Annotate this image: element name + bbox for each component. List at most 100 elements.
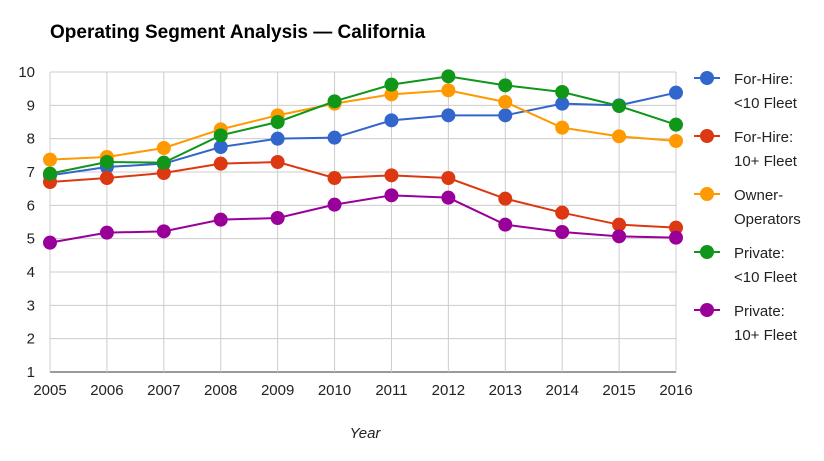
data-point[interactable] xyxy=(270,155,285,169)
data-point[interactable] xyxy=(384,168,399,183)
series-line xyxy=(49,75,677,175)
legend-label: For-Hire: xyxy=(734,129,793,146)
legend-marker xyxy=(700,129,714,143)
data-point[interactable] xyxy=(669,134,683,148)
data-point[interactable] xyxy=(213,156,228,171)
data-point[interactable] xyxy=(43,166,57,181)
x-tick-label: 2007 xyxy=(147,382,180,399)
data-point[interactable] xyxy=(213,212,228,227)
data-point[interactable] xyxy=(498,78,513,93)
y-tick-label: 4 xyxy=(27,264,35,281)
data-point[interactable] xyxy=(327,94,342,109)
legend-marker xyxy=(700,303,714,317)
data-point[interactable] xyxy=(384,77,399,92)
legend-item-2[interactable]: Owner- Operators xyxy=(694,187,801,228)
data-point[interactable] xyxy=(384,188,399,203)
x-tick-label: 2008 xyxy=(204,382,237,399)
data-point[interactable] xyxy=(498,217,513,232)
grid-layer xyxy=(49,71,677,373)
legend-label: For-Hire: xyxy=(734,71,793,88)
legend-item-0[interactable]: For-Hire: <10 Fleet xyxy=(694,71,798,112)
legend-label: Private: xyxy=(734,303,785,320)
data-point[interactable] xyxy=(555,96,570,111)
data-point[interactable] xyxy=(213,128,228,143)
x-axis-label: Year xyxy=(350,425,382,442)
x-tick-label: 2012 xyxy=(432,382,465,399)
x-tick-label: 2006 xyxy=(90,382,123,399)
series-line xyxy=(49,89,677,161)
legend-item-4[interactable]: Private: 10+ Fleet xyxy=(694,303,798,344)
series-3 xyxy=(43,69,683,181)
data-point[interactable] xyxy=(441,171,456,185)
data-point[interactable] xyxy=(555,120,570,135)
y-tick-label: 3 xyxy=(27,297,35,314)
legend-label: Owner- xyxy=(734,187,783,204)
x-tick-label: 2005 xyxy=(33,382,66,399)
legend-label: 10+ Fleet xyxy=(734,327,798,344)
data-point[interactable] xyxy=(441,108,456,123)
x-tick-label: 2015 xyxy=(602,382,635,399)
legend-marker xyxy=(700,71,714,85)
legend-item-3[interactable]: Private: <10 Fleet xyxy=(694,245,798,286)
y-tick-label: 6 xyxy=(27,197,35,214)
data-point[interactable] xyxy=(441,190,456,205)
data-point[interactable] xyxy=(612,217,627,232)
series-line xyxy=(49,194,677,244)
data-point[interactable] xyxy=(669,85,683,100)
x-tick-label: 2014 xyxy=(545,382,578,399)
data-point[interactable] xyxy=(612,99,627,113)
data-point[interactable] xyxy=(555,225,570,239)
data-point[interactable] xyxy=(327,197,342,212)
series-1 xyxy=(43,155,683,235)
series-4 xyxy=(43,188,683,250)
data-point[interactable] xyxy=(384,87,399,102)
data-point[interactable] xyxy=(156,224,171,239)
y-tick-label: 5 xyxy=(27,231,35,248)
legend-label: <10 Fleet xyxy=(734,95,798,112)
data-point[interactable] xyxy=(270,211,285,225)
data-point[interactable] xyxy=(669,220,683,235)
data-point[interactable] xyxy=(498,191,513,206)
data-point[interactable] xyxy=(99,225,114,240)
chart-title: Operating Segment Analysis — California xyxy=(50,22,426,43)
data-point[interactable] xyxy=(441,83,456,98)
data-point[interactable] xyxy=(156,166,171,180)
data-point[interactable] xyxy=(43,152,57,167)
data-point[interactable] xyxy=(555,205,570,220)
data-point[interactable] xyxy=(612,129,627,144)
x-tick-label: 2016 xyxy=(659,382,692,399)
data-point[interactable] xyxy=(43,235,57,250)
data-point[interactable] xyxy=(384,113,399,128)
data-point[interactable] xyxy=(612,229,627,244)
x-axis-ticks: 2005 2006 2007 2008 2009 2010 2011 2012 2013 2014… xyxy=(33,382,692,399)
data-point[interactable] xyxy=(669,230,683,245)
data-point[interactable] xyxy=(99,171,114,185)
data-point[interactable] xyxy=(213,140,228,154)
data-point[interactable] xyxy=(555,85,570,99)
legend-label: <10 Fleet xyxy=(734,269,798,286)
x-tick-label: 2011 xyxy=(375,382,407,399)
y-tick-label: 2 xyxy=(27,331,35,348)
data-point[interactable] xyxy=(99,155,114,169)
data-point[interactable] xyxy=(498,95,513,109)
legend: For-Hire: <10 Fleet For-Hire: 10+ Fleet Owne… xyxy=(694,71,801,344)
legend-marker xyxy=(700,245,714,259)
legend-label: Private: xyxy=(734,245,785,262)
data-point[interactable] xyxy=(498,108,513,123)
y-tick-label: 8 xyxy=(27,131,35,148)
data-point[interactable] xyxy=(327,130,342,145)
x-tick-label: 2013 xyxy=(489,382,522,399)
data-point[interactable] xyxy=(270,131,285,146)
x-tick-label: 2009 xyxy=(261,382,294,399)
data-point[interactable] xyxy=(270,115,285,129)
data-point[interactable] xyxy=(156,141,171,155)
data-point[interactable] xyxy=(156,155,171,170)
legend-item-1[interactable]: For-Hire: 10+ Fleet xyxy=(694,129,798,170)
data-point[interactable] xyxy=(669,117,683,132)
data-point[interactable] xyxy=(327,171,342,185)
series-line xyxy=(49,160,677,229)
legend-label: Operators xyxy=(734,211,801,228)
data-point[interactable] xyxy=(441,69,456,84)
